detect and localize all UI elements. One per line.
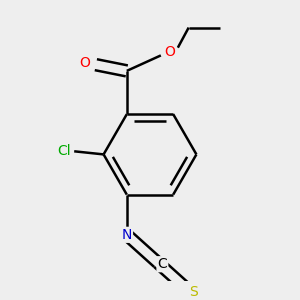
Text: N: N xyxy=(122,228,132,242)
Text: O: O xyxy=(165,45,176,59)
Text: C: C xyxy=(158,257,167,271)
Text: S: S xyxy=(189,285,198,299)
Text: O: O xyxy=(80,56,91,70)
Text: Cl: Cl xyxy=(57,144,71,158)
